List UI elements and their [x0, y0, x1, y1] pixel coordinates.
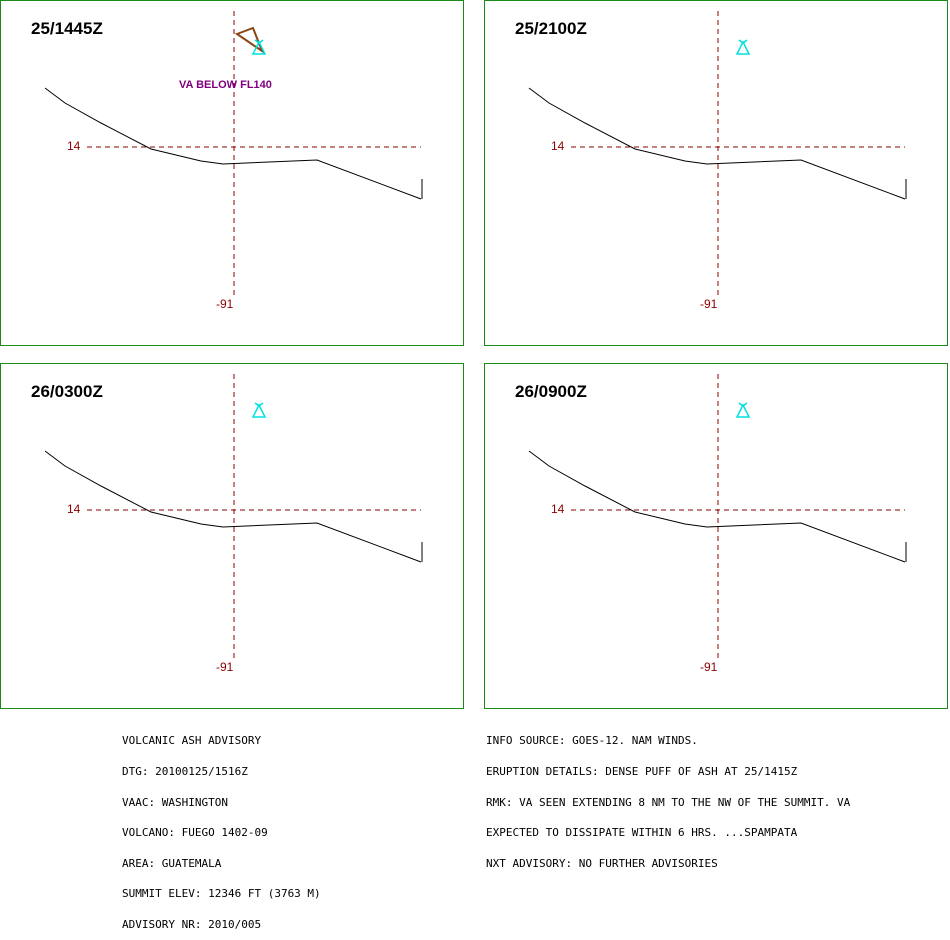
map-panel: 26/0300Z 14 -91	[0, 363, 464, 709]
map-panel: 25/1445Z 14 -91 VA BELOW FL140	[0, 0, 464, 346]
advisory-line: ERUPTION DETAILS: DENSE PUFF OF ASH AT 2…	[486, 765, 798, 778]
volcano-icon	[251, 402, 267, 418]
coastline	[44, 87, 422, 200]
volcano-icon	[251, 39, 267, 55]
map-canvas	[528, 374, 907, 660]
longitude-label: -91	[216, 297, 234, 311]
map-canvas	[44, 11, 423, 297]
longitude-label: -91	[700, 660, 718, 674]
coastline	[528, 450, 906, 563]
advisory-text-left: VOLCANIC ASH ADVISORY DTG: 20100125/1516…	[122, 716, 321, 940]
panel-valid-time: 26/0900Z	[515, 382, 587, 401]
volcano-icon	[735, 402, 751, 418]
advisory-line: SUMMIT ELEV: 12346 FT (3763 M)	[122, 887, 321, 901]
advisory-line: NXT ADVISORY: NO FURTHER ADVISORIES	[486, 856, 718, 870]
longitude-label: -91	[700, 297, 718, 311]
advisory-line: EXPECTED TO DISSIPATE WITHIN 6 HRS. ...S…	[486, 826, 798, 840]
advisory-text-right: INFO SOURCE: GOES-12. NAM WINDS. ERUPTIO…	[486, 716, 850, 879]
map-canvas	[528, 11, 907, 297]
advisory-line: DTG: 20100125/1516Z	[122, 765, 248, 778]
ash-annotation: VA BELOW FL140	[179, 79, 272, 91]
advisory-line: INFO SOURCE: GOES-12. NAM WINDS.	[486, 734, 698, 748]
latitude-label: 14	[551, 502, 565, 516]
map-panel: 25/2100Z 14 -91	[484, 0, 948, 346]
coastline	[528, 87, 906, 200]
advisory-line: RMK: VA SEEN EXTENDING 8 NM TO THE NW OF…	[486, 795, 851, 809]
ash-polygon	[234, 26, 265, 54]
latitude-label: 14	[67, 139, 81, 153]
advisory-line: VAAC: WASHINGTON	[122, 795, 228, 809]
longitude-label: -91	[216, 660, 234, 674]
latitude-label: 14	[551, 139, 565, 153]
panel-valid-time: 26/0300Z	[31, 382, 103, 401]
advisory-line: ADVISORY NR: 2010/005	[122, 917, 262, 931]
map-canvas	[44, 374, 423, 660]
latitude-label: 14	[67, 502, 81, 516]
advisory-line: VOLCANO: FUEGO 1402-09	[122, 826, 268, 840]
panel-valid-time: 25/2100Z	[515, 19, 587, 38]
advisory-line: VOLCANIC ASH ADVISORY	[122, 734, 262, 748]
volcano-icon	[735, 39, 751, 55]
coastline	[44, 450, 422, 563]
map-panel: 26/0900Z 14 -91	[484, 363, 948, 709]
panel-valid-time: 25/1445Z	[31, 19, 103, 38]
advisory-line: AREA: GUATEMALA	[122, 856, 222, 870]
